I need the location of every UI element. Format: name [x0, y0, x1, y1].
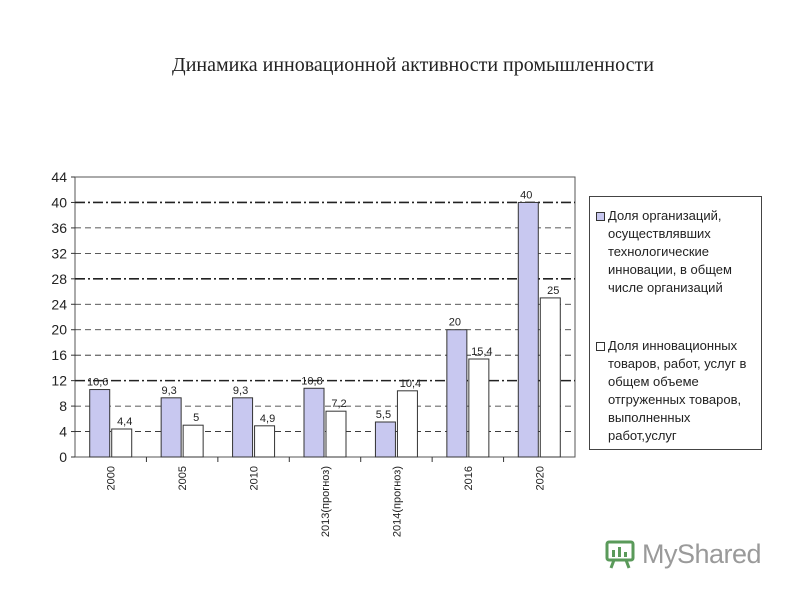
- y-tick-label: 16: [51, 347, 67, 363]
- data-label: 9,3: [233, 385, 248, 397]
- y-tick-label: 8: [59, 398, 67, 414]
- bar-organizations: [303, 387, 325, 458]
- x-tick-label: 2014(прогноз): [391, 466, 403, 537]
- bar-products: [396, 390, 418, 458]
- legend-swatch-white: [596, 342, 605, 351]
- legend-label: Доля инновационных товаров, работ, услуг…: [608, 338, 747, 443]
- bar-products: [111, 428, 133, 458]
- data-label: 25: [547, 285, 559, 297]
- bar-products: [539, 297, 561, 458]
- legend-entry-products: Доля инновационных товаров, работ, услуг…: [596, 337, 762, 445]
- bar-organizations: [89, 389, 111, 458]
- y-tick-label: 40: [51, 194, 67, 210]
- y-tick-label: 24: [51, 296, 67, 312]
- x-tick-label: 2010: [249, 466, 261, 490]
- bar-organizations: [232, 397, 254, 458]
- watermark-text: MyShared: [642, 538, 762, 569]
- myshared-logo-icon: [604, 538, 636, 570]
- data-label: 10,6: [87, 377, 108, 389]
- y-tick-label: 12: [51, 373, 67, 389]
- y-tick-label: 44: [51, 169, 67, 185]
- y-tick-label: 36: [51, 220, 67, 236]
- bar-organizations: [446, 329, 468, 458]
- chart-title: Динамика инновационной активности промыш…: [172, 54, 654, 76]
- legend-swatch-blue: [596, 212, 605, 221]
- legend-label: Доля организаций, осуществлявших техноло…: [608, 208, 732, 295]
- y-tick-label: 0: [59, 449, 67, 465]
- data-label: 40: [520, 189, 532, 201]
- bar-products: [254, 425, 276, 458]
- legend: Доля организаций, осуществлявших техноло…: [589, 196, 762, 450]
- y-tick-label: 20: [51, 322, 67, 338]
- data-label: 10,4: [400, 378, 421, 390]
- data-label: 4,4: [117, 416, 132, 428]
- bar-products: [182, 424, 204, 458]
- bar-organizations: [517, 201, 539, 458]
- data-label: 4,9: [260, 413, 275, 425]
- plot-area: [74, 176, 576, 458]
- x-tick-label: 2016: [463, 466, 475, 490]
- bar-products: [325, 410, 347, 458]
- data-label: 10,8: [301, 375, 322, 387]
- x-tick-label: 2005: [177, 466, 189, 490]
- data-label: 5: [193, 412, 199, 424]
- bar-products: [468, 358, 490, 458]
- bar-organizations: [374, 421, 396, 458]
- y-tick-label: 32: [51, 245, 67, 261]
- y-tick-label: 28: [51, 271, 67, 287]
- x-tick-label: 2013(прогноз): [320, 466, 332, 537]
- data-label: 5,5: [376, 409, 391, 421]
- data-label: 9,3: [161, 385, 176, 397]
- x-tick-label: 2000: [106, 466, 118, 490]
- x-tick-label: 2020: [534, 466, 546, 490]
- watermark: MyShared: [604, 537, 762, 571]
- data-label: 20: [449, 317, 461, 329]
- data-label: 7,2: [331, 398, 346, 410]
- bar-organizations: [160, 397, 182, 458]
- legend-entry-organizations: Доля организаций, осуществлявших техноло…: [596, 207, 762, 297]
- data-label: 15,4: [471, 346, 492, 358]
- y-tick-label: 4: [59, 424, 67, 440]
